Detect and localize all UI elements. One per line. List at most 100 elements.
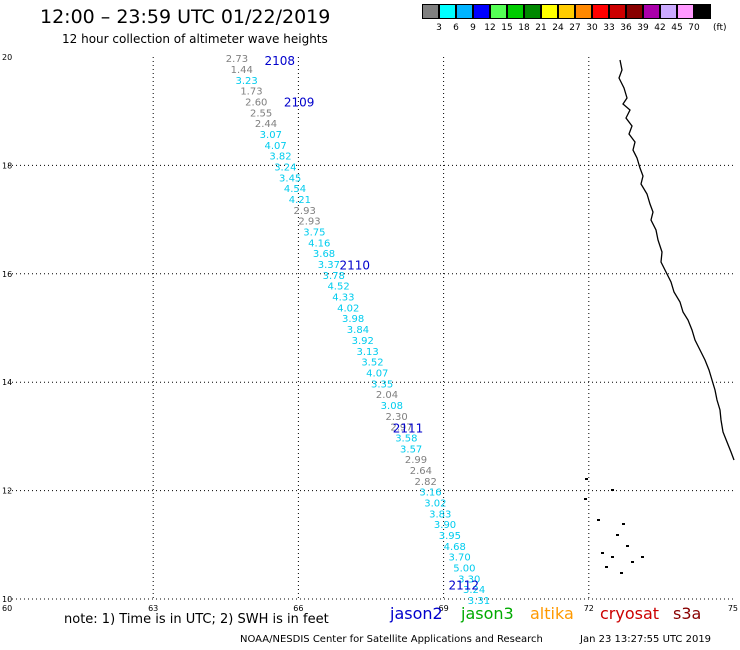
wave-height-value: 5.00 (453, 564, 475, 575)
wave-height-value: 4.07 (366, 368, 388, 379)
wave-height-value: 1.73 (240, 87, 262, 98)
wave-height-value: 3.02 (424, 499, 446, 510)
wave-height-value: 3.30 (458, 574, 480, 585)
wave-height-value: 4.21 (289, 195, 311, 206)
lat-tick-label: 20 (2, 53, 12, 62)
wave-height-value: 3.82 (269, 152, 291, 163)
legend-swatch (541, 4, 558, 19)
wave-height-value: 2.64 (410, 466, 432, 477)
island-marker (631, 561, 634, 563)
legend-swatch (507, 4, 524, 19)
wave-height-value: 1.44 (231, 65, 253, 76)
legend-swatch (626, 4, 643, 19)
legend-swatch (592, 4, 609, 19)
wave-height-value: 3.92 (352, 336, 374, 347)
island-marker (585, 478, 588, 480)
island-marker (622, 523, 625, 525)
wave-height-value: 3.31 (468, 596, 490, 607)
wave-height-value: 3.57 (400, 444, 422, 455)
legend-label: 39 (637, 23, 649, 33)
legend-label: 15 (501, 23, 513, 33)
island-marker (597, 519, 600, 521)
legend-label: 6 (453, 23, 459, 33)
island-marker (605, 566, 608, 568)
island-marker (641, 556, 644, 558)
india-west-coast (618, 59, 735, 461)
axis-tick-labels: 60 63 66 69 72 75 10 12 14 16 18 20 (2, 53, 738, 613)
wave-height-value: 4.07 (265, 141, 287, 152)
satellite-name-altika: altika (530, 604, 574, 623)
wave-height-value: 3.52 (361, 358, 383, 369)
island-marker (620, 572, 623, 574)
pass-number-label: 2111 (393, 421, 424, 435)
legend-label: 30 (586, 23, 598, 33)
wave-height-value: 3.70 (448, 553, 470, 564)
wave-height-value: 3.84 (347, 325, 369, 336)
island-marker (611, 556, 614, 558)
wave-height-value: 2.44 (255, 119, 277, 130)
wave-height-value: 3.90 (434, 520, 456, 531)
legend-swatch (473, 4, 490, 19)
lon-tick-label: 72 (584, 604, 594, 613)
legend-swatch (524, 4, 541, 19)
wave-height-value: 4.52 (327, 282, 349, 293)
legend-swatch (490, 4, 507, 19)
island-marker (584, 498, 587, 500)
lat-tick-label: 18 (2, 161, 12, 170)
lat-tick-label: 10 (2, 595, 12, 604)
wave-height-value: 4.54 (284, 184, 306, 195)
wave-height-value: 4.16 (308, 238, 330, 249)
wave-height-value: 3.95 (439, 531, 461, 542)
legend-swatch (558, 4, 575, 19)
wave-height-value: 3.24 (463, 585, 485, 596)
wave-height-value: 3.83 (429, 509, 451, 520)
wave-height-value: 3.78 (323, 271, 345, 282)
lat-lon-grid (8, 57, 734, 600)
wave-height-value: 3.68 (313, 249, 335, 260)
wave-height-value: 4.68 (444, 542, 466, 553)
legend-label: 12 (484, 23, 496, 33)
wave-height-value: 3.13 (356, 347, 378, 358)
island-marker (601, 552, 604, 554)
wave-height-value: 3.37 (318, 260, 340, 271)
pass-labels: 2108 2109 2110 2111 2112 (265, 54, 479, 593)
pass-number-label: 2109 (284, 96, 315, 110)
legend-swatch (575, 4, 592, 19)
lat-tick-label: 12 (2, 487, 12, 496)
lat-tick-label: 14 (2, 378, 12, 387)
legend-swatch (660, 4, 677, 19)
wave-height-value: 3.16 (419, 488, 441, 499)
footer-note: note: 1) Time is in UTC; 2) SWH is in fe… (64, 612, 329, 627)
wave-height-value: 2.93 (294, 206, 316, 217)
legend-label: 70 (688, 23, 700, 33)
map-subtitle: 12 hour collection of altimeter wave hei… (62, 32, 328, 46)
satellite-name-jason2: jason2 (390, 604, 443, 623)
wave-height-value: 3.24 (274, 162, 296, 173)
wave-height-value: 2.99 (405, 455, 427, 466)
coastline (584, 59, 735, 574)
lon-tick-label: 66 (293, 604, 303, 613)
satellite-name-cryosat: cryosat (600, 604, 660, 623)
pass-number-label: 2112 (448, 578, 479, 592)
wave-height-value: 2.55 (250, 108, 272, 119)
wave-height-value: 2.04 (376, 390, 398, 401)
legend-swatch (609, 4, 626, 19)
wave-height-value: 3.98 (342, 314, 364, 325)
legend-label: 24 (552, 23, 564, 33)
map-title: 12:00 – 23:59 UTC 01/22/2019 (40, 6, 331, 28)
wave-height-track: 2.731.443.231.732.602.552.443.074.073.82… (226, 54, 490, 607)
legend-label: 45 (671, 23, 683, 33)
island-marker (616, 534, 619, 536)
pass-number-label: 2108 (265, 54, 296, 68)
legend-swatch (439, 4, 456, 19)
wave-height-value: 3.08 (381, 401, 403, 412)
wave-height-value: 2.93 (298, 217, 320, 228)
legend-swatch (643, 4, 660, 19)
wave-height-value: 4.02 (337, 303, 359, 314)
credit-line: NOAA/NESDIS Center for Satellite Applica… (240, 634, 543, 645)
wave-height-value: 3.58 (395, 433, 417, 444)
generation-timestamp: Jan 23 13:27:55 UTC 2019 (580, 634, 712, 645)
legend-label: 9 (470, 23, 476, 33)
legend-unit: (ft) (713, 23, 727, 33)
satellite-name-jason3: jason3 (461, 604, 514, 623)
